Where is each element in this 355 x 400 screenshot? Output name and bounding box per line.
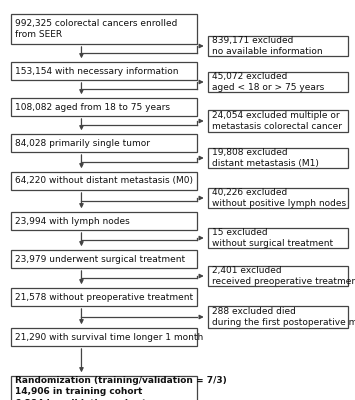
FancyBboxPatch shape <box>11 14 197 44</box>
FancyBboxPatch shape <box>208 266 348 286</box>
FancyBboxPatch shape <box>208 306 348 328</box>
FancyBboxPatch shape <box>208 188 348 208</box>
Text: 108,082 aged from 18 to 75 years: 108,082 aged from 18 to 75 years <box>15 102 170 112</box>
FancyBboxPatch shape <box>208 72 348 92</box>
Text: 21,290 with survival time longer 1 month: 21,290 with survival time longer 1 month <box>15 332 203 342</box>
Text: 992,325 colorectal cancers enrolled
from SEER: 992,325 colorectal cancers enrolled from… <box>15 19 177 39</box>
Text: 15 excluded
without surgical treatment: 15 excluded without surgical treatment <box>212 228 333 248</box>
Text: 839,171 excluded
no available information: 839,171 excluded no available informatio… <box>212 36 323 56</box>
FancyBboxPatch shape <box>208 228 348 248</box>
FancyBboxPatch shape <box>11 250 197 268</box>
Text: 2,401 excluded
received preoperative treatment: 2,401 excluded received preoperative tre… <box>212 266 355 286</box>
FancyBboxPatch shape <box>11 134 197 152</box>
Text: 153,154 with necessary information: 153,154 with necessary information <box>15 66 179 76</box>
FancyBboxPatch shape <box>11 376 197 400</box>
Text: 64,220 without distant metastasis (M0): 64,220 without distant metastasis (M0) <box>15 176 193 186</box>
FancyBboxPatch shape <box>208 148 348 168</box>
Text: 23,994 with lymph nodes: 23,994 with lymph nodes <box>15 216 130 226</box>
FancyBboxPatch shape <box>11 98 197 116</box>
Text: 21,578 without preoperative treatment: 21,578 without preoperative treatment <box>15 292 193 302</box>
Text: 288 excluded died
during the first postoperative month: 288 excluded died during the first posto… <box>212 307 355 327</box>
Text: 24,054 excluded multiple or
metastasis colorectal cancer: 24,054 excluded multiple or metastasis c… <box>212 111 342 131</box>
FancyBboxPatch shape <box>208 110 348 132</box>
Text: Randomization (training/validation = 7/3)
14,906 in training cohort
6,384 in val: Randomization (training/validation = 7/3… <box>15 376 226 400</box>
Text: 19,808 excluded
distant metastasis (M1): 19,808 excluded distant metastasis (M1) <box>212 148 319 168</box>
Text: 45,072 excluded
aged < 18 or > 75 years: 45,072 excluded aged < 18 or > 75 years <box>212 72 324 92</box>
FancyBboxPatch shape <box>11 172 197 190</box>
Text: 84,028 primarily single tumor: 84,028 primarily single tumor <box>15 138 150 148</box>
FancyBboxPatch shape <box>11 288 197 306</box>
Text: 40,226 excluded
without positive lymph nodes: 40,226 excluded without positive lymph n… <box>212 188 346 208</box>
FancyBboxPatch shape <box>11 212 197 230</box>
FancyBboxPatch shape <box>11 62 197 80</box>
FancyBboxPatch shape <box>208 36 348 56</box>
Text: 23,979 underwent surgical treatment: 23,979 underwent surgical treatment <box>15 254 185 264</box>
FancyBboxPatch shape <box>11 328 197 346</box>
